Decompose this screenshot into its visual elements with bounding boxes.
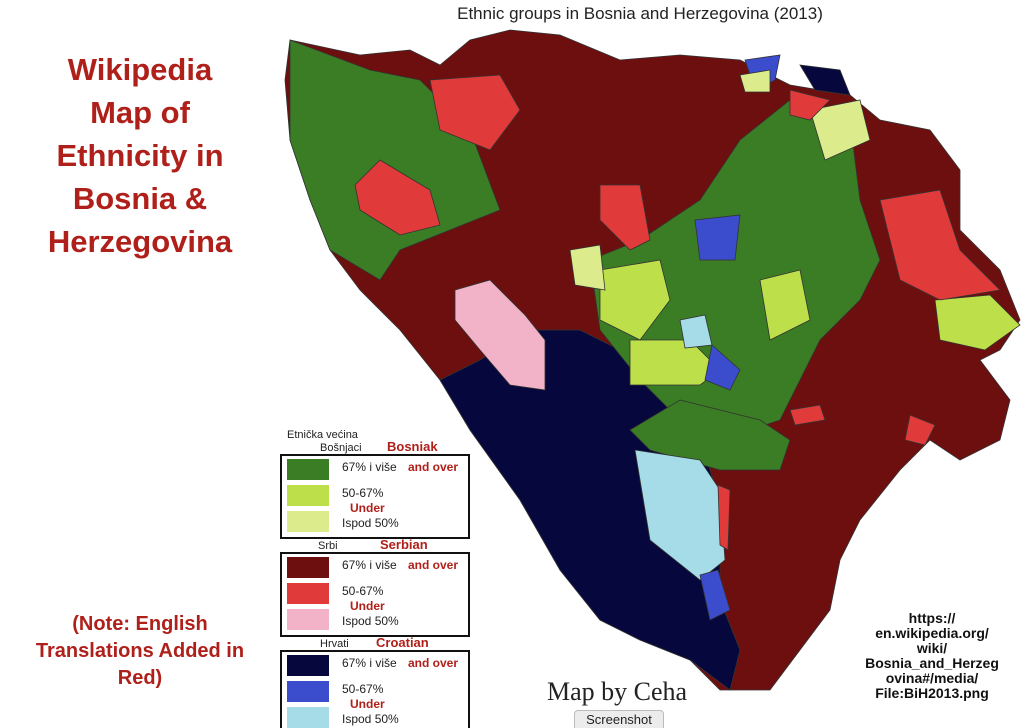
page-title-line: Map of: [90, 95, 191, 130]
legend-group-translation: Bosniak: [387, 439, 438, 454]
region: [704, 344, 741, 391]
legend-label: 67% i više: [342, 460, 397, 474]
region: [429, 74, 521, 151]
note-line: (Note: English: [72, 613, 208, 635]
region: [569, 244, 606, 291]
region: [934, 294, 1021, 351]
legend-label: 67% i više: [342, 558, 397, 572]
region: [759, 269, 811, 341]
legend-translation: and over: [408, 656, 458, 670]
page-title-line: Bosnia &: [73, 181, 207, 216]
page-title-line: Wikipedia: [68, 52, 213, 87]
source-line: en.wikipedia.org/: [875, 625, 989, 641]
region: [904, 414, 936, 446]
source-line: https://: [909, 610, 956, 626]
legend-group-name: Bošnjaci: [320, 442, 362, 454]
legend-swatch: [287, 681, 329, 702]
note-line: Red): [118, 667, 162, 689]
region: [634, 449, 726, 581]
region: [789, 89, 831, 121]
legend-label: 50-67%: [342, 486, 384, 500]
legend-label: 67% i više: [342, 656, 397, 670]
legend-group-translation: Serbian: [380, 537, 428, 552]
region: [717, 484, 731, 551]
legend-box: [280, 650, 470, 728]
legend-swatch: [287, 557, 329, 578]
region: [799, 64, 851, 96]
legend-translation: and over: [408, 558, 458, 572]
legend-group-translation: Croatian: [376, 635, 429, 650]
legend-translation: Under: [350, 697, 385, 711]
legend-label: Ispod 50%: [342, 516, 399, 530]
legend-swatch: [287, 511, 329, 532]
legend-label: 50-67%: [342, 682, 384, 696]
map: [284, 29, 1021, 691]
region: [454, 279, 546, 391]
legend-translation: Under: [350, 599, 385, 613]
region: [694, 214, 741, 261]
source-line: Bosnia_and_Herzeg: [865, 655, 999, 671]
region: [629, 399, 791, 471]
legend-translation: and over: [408, 460, 458, 474]
source-line: File:BiH2013.png: [875, 685, 989, 701]
legend-swatch: [287, 485, 329, 506]
region: [699, 569, 731, 621]
legend-swatch: [287, 583, 329, 604]
legend-swatch: [287, 655, 329, 676]
legend-label: Ispod 50%: [342, 614, 399, 628]
page-title-line: Ethnicity in: [56, 138, 223, 173]
region: [789, 404, 826, 426]
legend-label: 50-67%: [342, 584, 384, 598]
region: [289, 39, 501, 281]
map-title: Ethnic groups in Bosnia and Herzegovina …: [457, 4, 823, 23]
note-line: Translations Added in: [36, 640, 244, 662]
page-title-line: Herzegovina: [48, 224, 233, 259]
region: [879, 189, 1001, 301]
map-credit: Map by Ceha: [547, 677, 688, 706]
region: [354, 159, 441, 236]
legend-heading: Etnička većina: [287, 429, 359, 441]
source-line: wiki/: [916, 640, 947, 656]
legend-translation: Under: [350, 501, 385, 515]
legend-group-name: Srbi: [318, 540, 338, 552]
legend-swatch: [287, 609, 329, 630]
legend-box: [280, 552, 470, 637]
legend-label: Ispod 50%: [342, 712, 399, 726]
legend-swatch: [287, 707, 329, 728]
region: [599, 259, 671, 341]
legend-group-name: Hrvati: [320, 638, 349, 650]
screenshot-button[interactable]: Screenshot: [574, 710, 664, 728]
legend-swatch: [287, 459, 329, 480]
region: [739, 69, 771, 93]
source-line: ovina#/media/: [886, 670, 979, 686]
region: [809, 99, 871, 161]
legend-box: [280, 454, 470, 539]
region: [599, 184, 651, 251]
